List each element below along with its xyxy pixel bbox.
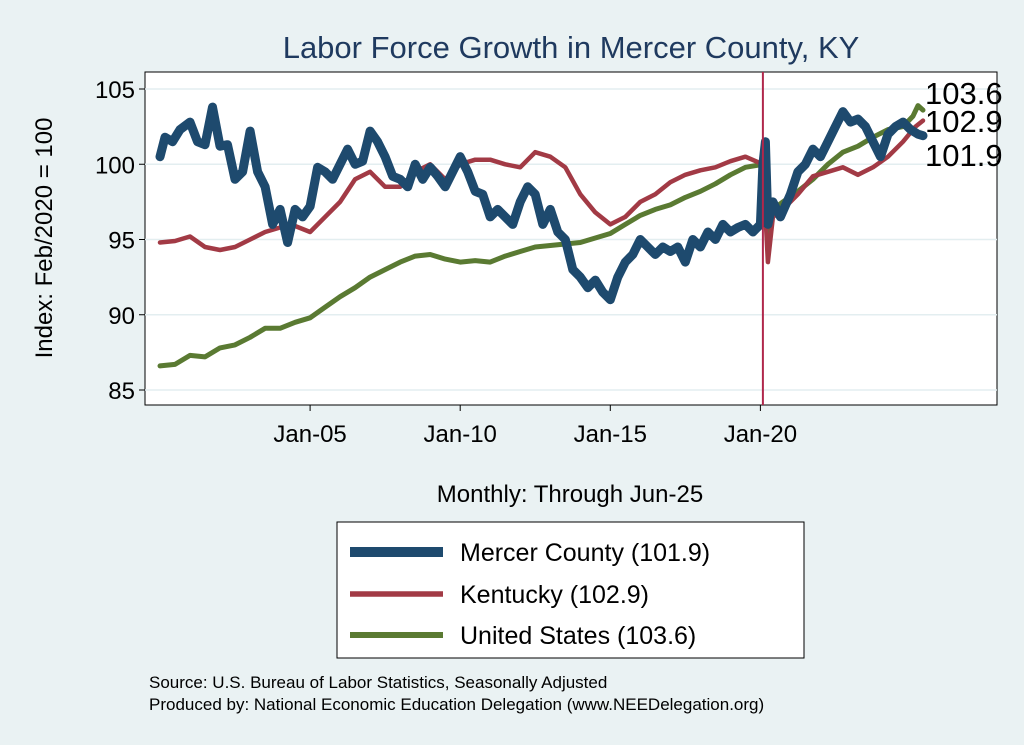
y-tick-label: 95	[108, 228, 135, 255]
y-tick-label: 100	[95, 152, 135, 179]
end-label: 101.9	[925, 138, 1003, 173]
y-axis-title: Index: Feb/2020 = 100	[31, 118, 58, 359]
y-tick-label: 105	[95, 77, 135, 104]
series-line-mercer	[155, 102, 928, 305]
y-tick-label: 90	[108, 303, 135, 330]
legend-label: United States (103.6)	[460, 622, 696, 650]
x-tick-label: Jan-10	[424, 421, 497, 448]
x-axis-ticks: Jan-05 Jan-10 Jan-15 Jan-20	[273, 405, 797, 448]
y-tick-label: 85	[108, 378, 135, 405]
series-lines	[155, 102, 928, 369]
x-tick-label: Jan-20	[724, 421, 797, 448]
legend-label: Mercer County (101.9)	[460, 539, 710, 567]
x-tick-label: Jan-15	[574, 421, 647, 448]
x-tick-label: Jan-05	[273, 421, 346, 448]
plot-area	[144, 71, 998, 406]
legend-label: Kentucky (102.9)	[460, 581, 649, 609]
y-axis-ticks: 85 90 95 100 105	[95, 77, 145, 405]
end-label: 102.9	[925, 104, 1003, 139]
chart-title: Labor Force Growth in Mercer County, KY	[283, 30, 860, 65]
x-axis-title: Monthly: Through Jun-25	[437, 481, 703, 508]
end-label: 103.6	[925, 76, 1003, 111]
producer-note: Produced by: National Economic Education…	[149, 695, 764, 714]
legend: Mercer County (101.9) Kentucky (102.9) Uni…	[350, 539, 710, 650]
source-note: Source: U.S. Bureau of Labor Statistics,…	[149, 673, 607, 692]
